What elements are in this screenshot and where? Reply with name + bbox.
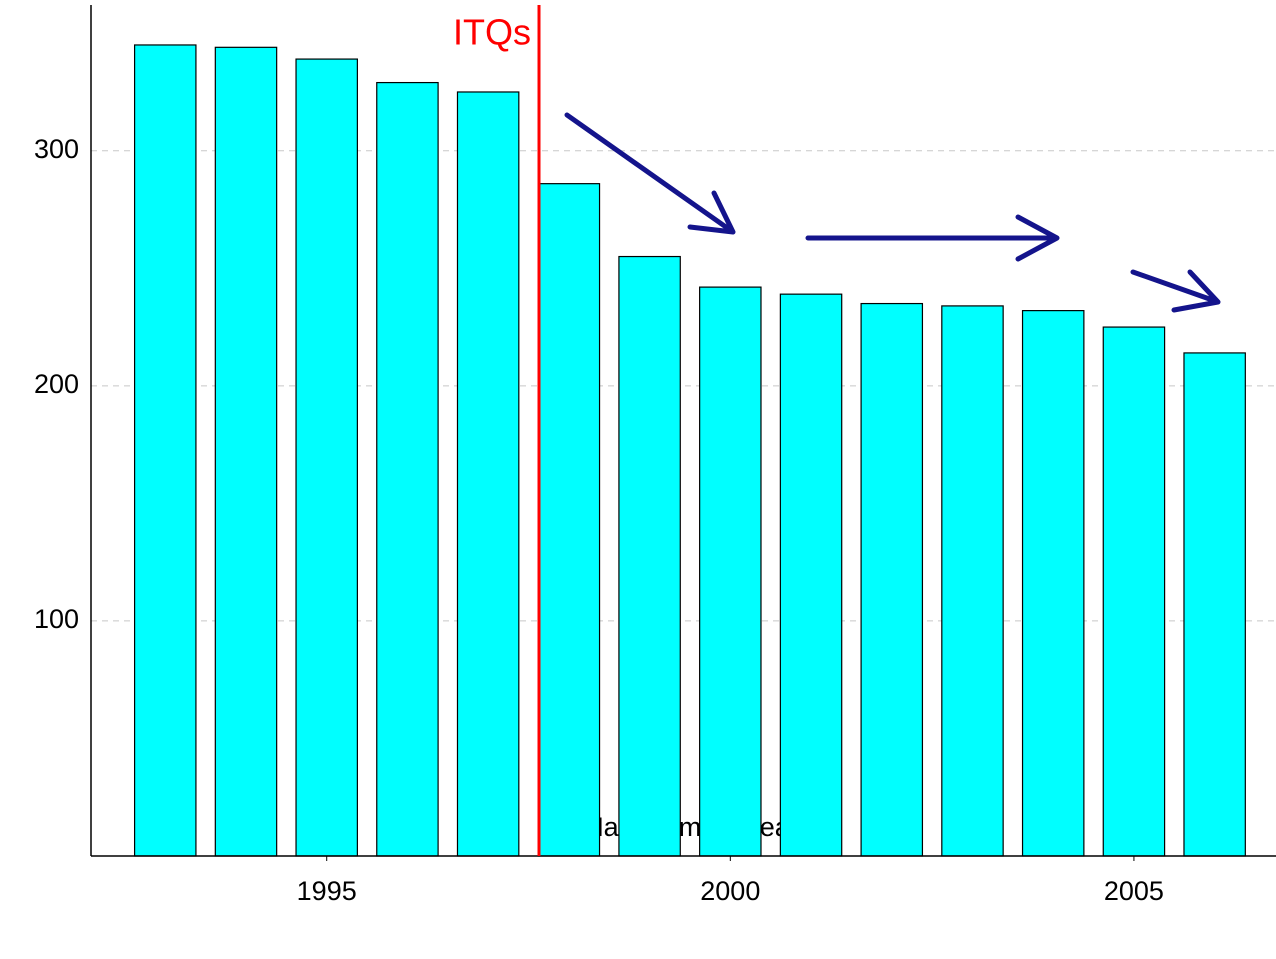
- x-tick-label: 2005: [1104, 876, 1164, 906]
- bar: [860, 302, 924, 857]
- bar: [1021, 310, 1085, 857]
- arrow: [1130, 269, 1221, 313]
- bar: [941, 305, 1004, 857]
- x-axis-label: Management year: [581, 812, 799, 842]
- bar: [1102, 326, 1166, 857]
- bar: [214, 46, 278, 857]
- bar: [537, 183, 601, 857]
- bar: [779, 293, 843, 857]
- bar: [295, 58, 358, 857]
- bar: [376, 81, 439, 857]
- x-tick-label: 2000: [700, 876, 760, 906]
- bar: [1183, 352, 1246, 857]
- bar: [456, 91, 520, 857]
- trend-arrows: [564, 112, 1221, 313]
- y-tick-label: 100: [34, 604, 79, 634]
- y-tick-label: 200: [34, 369, 79, 399]
- bar: [699, 286, 762, 857]
- arrow: [805, 214, 1060, 262]
- y-tick-label: 300: [34, 134, 79, 164]
- arrow: [564, 112, 736, 235]
- bar: [618, 255, 681, 857]
- bar: [133, 44, 197, 857]
- x-tick-label: 1995: [297, 876, 357, 906]
- annotation-label: ITQs: [453, 12, 531, 53]
